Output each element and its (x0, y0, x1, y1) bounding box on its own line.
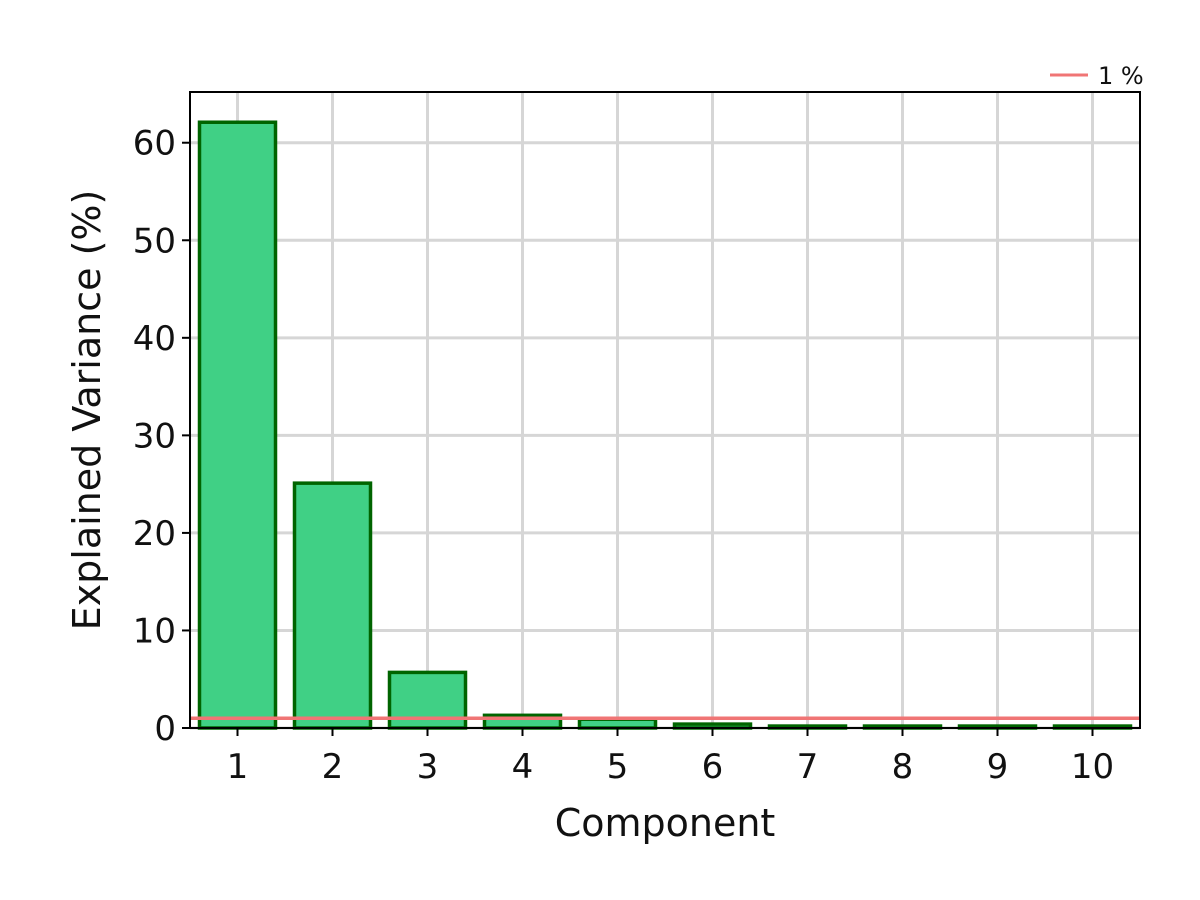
y-tick-label: 0 (154, 709, 176, 749)
y-tick-label: 60 (133, 124, 176, 164)
x-tick-label: 6 (702, 747, 724, 787)
y-tick-label: 50 (133, 221, 176, 261)
x-axis-title: Component (555, 801, 776, 845)
bar-component-5 (577, 717, 658, 730)
y-tick-label: 20 (133, 514, 176, 554)
y-tick-label: 10 (133, 611, 176, 651)
y-tick-label: 40 (133, 319, 176, 359)
axis-ticks: 1 2 3 4 5 6 7 8 9 10 0 10 20 30 40 50 60 (133, 124, 1114, 787)
legend-label: 1 % (1098, 62, 1144, 90)
x-tick-label: 8 (892, 747, 914, 787)
x-tick-label: 9 (987, 747, 1009, 787)
plot-frame (189, 91, 1141, 729)
x-tick-label: 2 (322, 747, 344, 787)
bar-component-2 (292, 481, 373, 730)
y-tick-label: 30 (133, 416, 176, 456)
bar-component-1 (197, 120, 278, 730)
x-tick-label: 10 (1071, 747, 1114, 787)
x-tick-label: 7 (797, 747, 819, 787)
x-tick-label: 1 (227, 747, 249, 787)
x-tick-label: 3 (417, 747, 439, 787)
x-tick-label: 5 (607, 747, 629, 787)
y-axis-title: Explained Variance (%) (65, 190, 109, 631)
x-tick-label: 4 (512, 747, 534, 787)
legend: 1 % (1050, 62, 1144, 90)
